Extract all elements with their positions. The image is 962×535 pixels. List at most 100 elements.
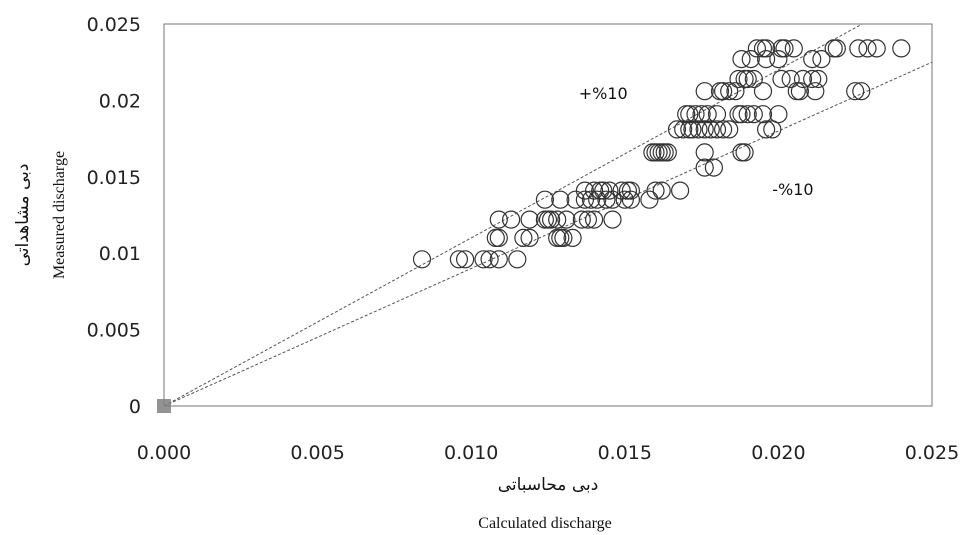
data-point bbox=[489, 228, 508, 247]
data-point bbox=[514, 228, 533, 247]
data-point bbox=[502, 210, 521, 229]
data-point bbox=[548, 210, 567, 229]
y-tick-label: 0 bbox=[129, 396, 141, 418]
data-point bbox=[707, 105, 727, 124]
data-point bbox=[732, 105, 751, 124]
data-point bbox=[707, 120, 727, 139]
data-point bbox=[588, 190, 607, 209]
data-point bbox=[566, 190, 585, 209]
data-point bbox=[793, 69, 813, 89]
data-point bbox=[474, 250, 493, 269]
data-points bbox=[412, 39, 911, 269]
data-point bbox=[603, 190, 622, 209]
data-point bbox=[686, 105, 705, 124]
data-point bbox=[581, 190, 601, 209]
annotations: +%10 -%10 bbox=[579, 84, 814, 199]
x-tick-label: 0.005 bbox=[290, 442, 344, 464]
data-point bbox=[456, 250, 475, 269]
data-point bbox=[412, 250, 432, 269]
data-point bbox=[615, 190, 634, 209]
data-point bbox=[756, 49, 776, 69]
x-tick-label: 0.025 bbox=[905, 442, 959, 464]
data-point bbox=[732, 49, 751, 69]
data-point bbox=[594, 181, 613, 200]
data-point bbox=[541, 210, 561, 229]
data-point bbox=[449, 250, 468, 269]
data-point bbox=[603, 210, 622, 229]
data-point bbox=[658, 143, 677, 162]
data-point bbox=[667, 120, 687, 139]
origin-marker bbox=[157, 399, 171, 413]
data-point bbox=[695, 120, 714, 139]
data-point bbox=[803, 49, 822, 69]
y-tick-label: 0.025 bbox=[87, 14, 141, 36]
data-point bbox=[713, 82, 733, 101]
y-tick-label: 0.02 bbox=[99, 90, 141, 112]
data-point bbox=[756, 39, 776, 58]
data-point bbox=[646, 181, 665, 200]
data-point bbox=[747, 39, 767, 58]
data-point bbox=[775, 39, 794, 58]
data-point bbox=[695, 143, 714, 162]
data-point bbox=[670, 181, 690, 200]
data-point bbox=[809, 69, 828, 89]
x-axis-label-fa: دبی محاسباتی bbox=[498, 475, 599, 495]
data-point bbox=[520, 210, 539, 229]
data-point bbox=[846, 82, 865, 101]
data-point bbox=[572, 210, 591, 229]
data-point bbox=[597, 190, 616, 209]
x-axis-label-en: Calculated discharge bbox=[478, 515, 611, 532]
data-point bbox=[520, 228, 539, 247]
data-point bbox=[480, 250, 499, 269]
data-point bbox=[551, 190, 570, 209]
reference-lines bbox=[163, 23, 933, 407]
data-point bbox=[489, 250, 508, 269]
data-point bbox=[772, 69, 791, 89]
data-point bbox=[575, 181, 595, 200]
data-point bbox=[769, 49, 788, 69]
data-point bbox=[781, 69, 800, 89]
data-point bbox=[858, 39, 877, 58]
y-tick-label: 0.005 bbox=[87, 320, 141, 342]
x-tick-label: 0.020 bbox=[751, 442, 805, 464]
data-point bbox=[508, 250, 527, 269]
data-point bbox=[563, 228, 582, 247]
data-point bbox=[735, 143, 754, 162]
y-tick-label: 0.015 bbox=[87, 167, 141, 189]
data-point bbox=[680, 105, 699, 124]
data-point bbox=[489, 210, 508, 229]
annotation-plus-10: +%10 bbox=[579, 84, 628, 103]
data-point bbox=[720, 120, 739, 139]
data-point bbox=[701, 120, 720, 139]
data-point bbox=[689, 120, 708, 139]
data-point bbox=[729, 69, 748, 89]
x-tick-label: 0.000 bbox=[137, 442, 191, 464]
data-point bbox=[584, 181, 604, 200]
data-point bbox=[741, 49, 760, 69]
data-point bbox=[753, 82, 773, 101]
data-point bbox=[692, 105, 711, 124]
reference-line-1 bbox=[163, 23, 863, 407]
data-point bbox=[753, 105, 773, 124]
data-point bbox=[612, 181, 631, 200]
data-point bbox=[744, 105, 763, 124]
data-point bbox=[784, 39, 803, 58]
x-tick-labels: 0.000 0.005 0.010 0.015 0.020 0.025 bbox=[137, 442, 959, 464]
data-point bbox=[806, 82, 825, 101]
data-point bbox=[892, 39, 911, 58]
data-point bbox=[698, 105, 717, 124]
data-point bbox=[535, 190, 555, 209]
data-point bbox=[803, 69, 822, 89]
data-point bbox=[584, 210, 604, 229]
data-point bbox=[756, 120, 776, 139]
x-tick-label: 0.010 bbox=[444, 442, 498, 464]
data-point bbox=[852, 82, 871, 101]
data-point bbox=[557, 210, 576, 229]
data-point bbox=[720, 82, 739, 101]
data-point bbox=[640, 190, 659, 209]
data-point bbox=[683, 120, 702, 139]
data-point bbox=[695, 158, 714, 177]
data-point bbox=[867, 39, 886, 58]
x-tick-label: 0.015 bbox=[598, 442, 652, 464]
data-point bbox=[695, 82, 714, 101]
